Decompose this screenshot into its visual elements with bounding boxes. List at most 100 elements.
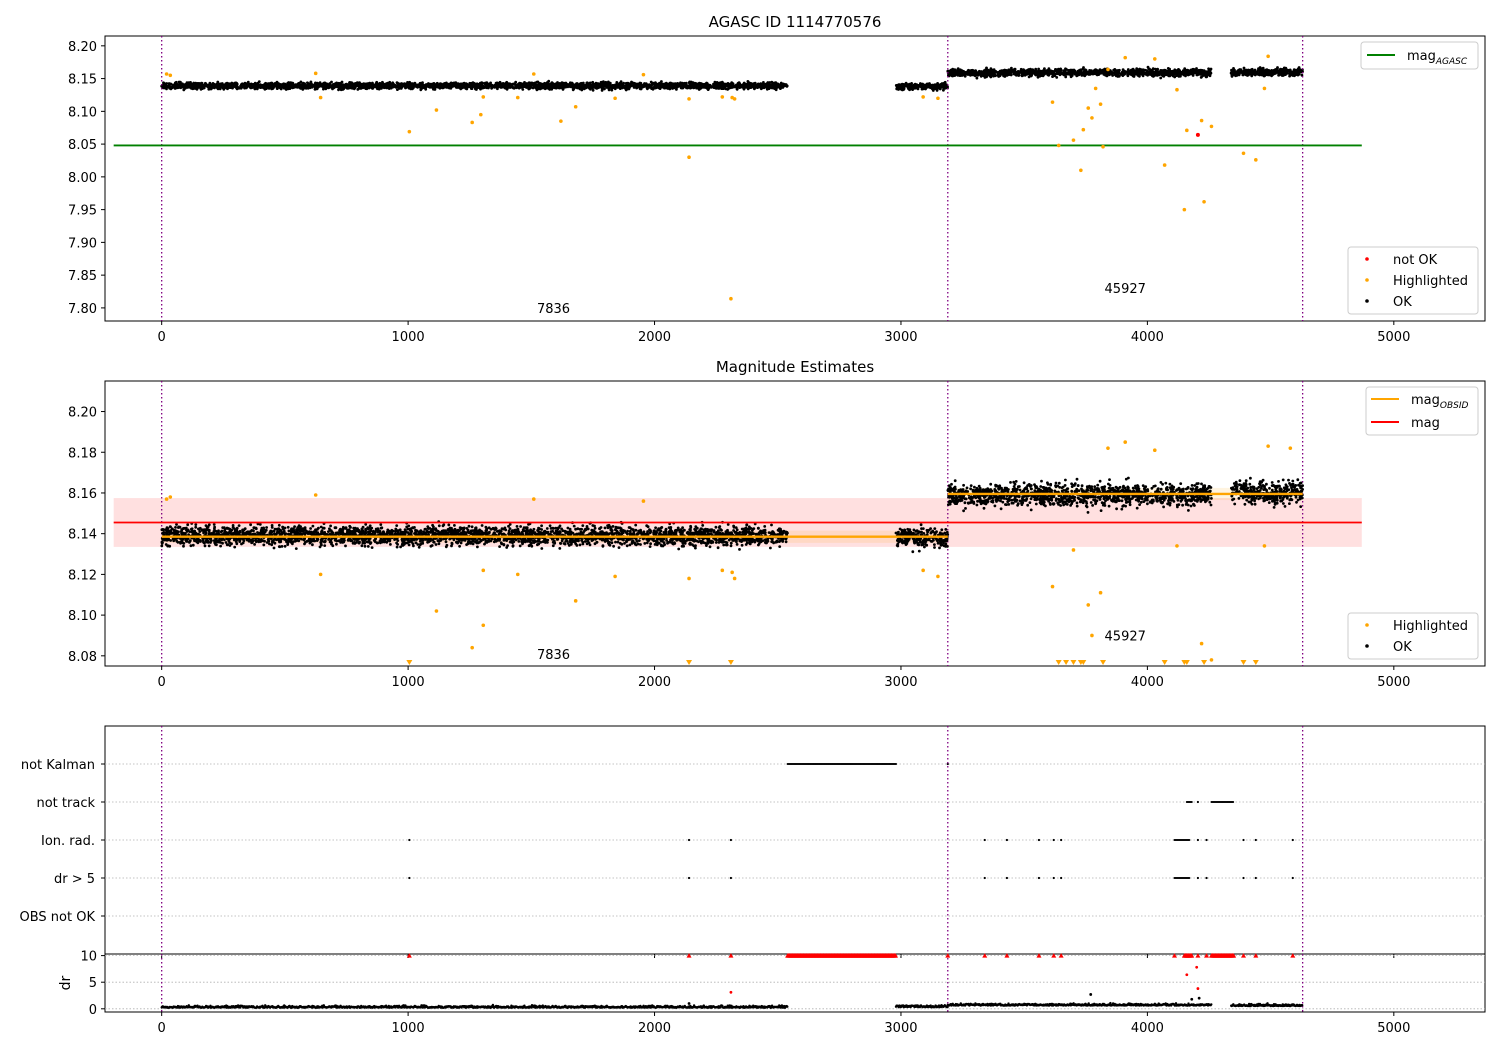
ok-point <box>1274 72 1277 75</box>
highlighted-point <box>733 97 737 101</box>
highlighted-point <box>687 97 691 101</box>
ok-point <box>941 82 944 85</box>
ok-point <box>203 85 206 88</box>
ok-point <box>327 84 330 87</box>
ok-point <box>444 84 447 87</box>
ok-point <box>546 82 549 85</box>
ok-point <box>1243 67 1246 70</box>
ok-point <box>345 85 348 88</box>
ok-point <box>1147 66 1150 69</box>
ok-point <box>935 87 938 90</box>
ok-point <box>277 84 280 87</box>
ok-point <box>1263 75 1266 78</box>
ok-point <box>1059 68 1062 71</box>
ok-point <box>612 86 615 89</box>
ok-point <box>693 86 696 89</box>
ok-point <box>322 82 325 85</box>
ok-point <box>633 86 636 89</box>
ok-point <box>990 68 993 71</box>
ok-point <box>469 85 472 88</box>
ok-point <box>1058 73 1061 76</box>
ok-point <box>591 86 594 89</box>
ok-point <box>1094 72 1097 75</box>
ok-point <box>348 83 351 86</box>
ok-point <box>1205 75 1208 78</box>
ok-point <box>199 84 202 87</box>
ok-point <box>1168 68 1171 71</box>
ok-point <box>1118 69 1121 72</box>
ok-point <box>1245 73 1248 76</box>
ok-point <box>459 83 462 86</box>
ok-point <box>954 71 957 74</box>
ok-point <box>1277 74 1280 77</box>
ok-point <box>1030 74 1033 77</box>
ok-point <box>292 84 295 87</box>
ok-point <box>729 83 732 86</box>
ok-point <box>1042 70 1045 73</box>
ok-point <box>732 84 735 87</box>
highlighted-point <box>687 155 691 159</box>
ok-point <box>396 81 399 84</box>
ok-point <box>759 82 762 85</box>
ok-point <box>637 84 640 87</box>
ok-point <box>459 87 462 90</box>
ok-point <box>548 88 551 91</box>
ok-point <box>1264 69 1267 72</box>
ok-point <box>645 83 648 86</box>
ok-point <box>1203 72 1206 75</box>
ok-point <box>389 85 392 88</box>
ok-point <box>619 82 622 85</box>
ok-point <box>701 86 704 89</box>
ok-point <box>616 86 619 89</box>
highlighted-point <box>1263 87 1267 91</box>
ok-point <box>556 81 559 84</box>
highlighted-point <box>1266 55 1270 59</box>
ok-point <box>1182 69 1185 72</box>
ok-point <box>1078 70 1081 73</box>
ok-point <box>244 85 247 88</box>
ok-point <box>1134 70 1137 73</box>
ok-point <box>377 86 380 89</box>
ok-point <box>1296 74 1299 77</box>
ok-point <box>600 81 603 84</box>
ok-point <box>1054 73 1057 76</box>
ok-point <box>1100 69 1103 72</box>
ok-point <box>957 73 960 76</box>
ok-point <box>903 86 906 89</box>
x-tick-label: 2000 <box>638 330 671 345</box>
highlighted-point <box>481 95 485 99</box>
ok-point <box>689 85 692 88</box>
ok-point <box>479 88 482 91</box>
ok-point <box>427 85 430 88</box>
ok-point <box>370 85 373 88</box>
ok-point <box>445 82 448 85</box>
ok-point <box>235 85 238 88</box>
ok-point <box>339 88 342 91</box>
ok-point <box>621 87 624 90</box>
ok-point <box>421 84 424 87</box>
ok-point <box>900 86 903 89</box>
ok-point <box>522 85 525 88</box>
ok-point <box>447 84 450 87</box>
ok-point <box>164 84 167 87</box>
ok-point <box>706 84 709 87</box>
ok-point <box>1133 74 1136 77</box>
ok-point <box>1242 69 1245 72</box>
ok-point <box>414 83 417 86</box>
ok-point <box>926 84 929 87</box>
ok-point <box>498 85 501 88</box>
ok-point <box>1106 71 1109 74</box>
ok-point <box>1085 73 1088 76</box>
ok-point <box>1286 70 1289 73</box>
ok-point <box>1158 74 1161 77</box>
ok-point <box>359 85 362 88</box>
ok-point <box>592 89 595 92</box>
ok-point <box>1112 69 1115 72</box>
ok-point <box>539 82 542 85</box>
ok-point <box>196 85 199 88</box>
ok-point <box>1129 70 1132 73</box>
ok-point <box>919 84 922 87</box>
ok-point <box>1044 72 1047 75</box>
highlighted-point <box>1202 200 1206 204</box>
ok-point <box>572 88 575 91</box>
